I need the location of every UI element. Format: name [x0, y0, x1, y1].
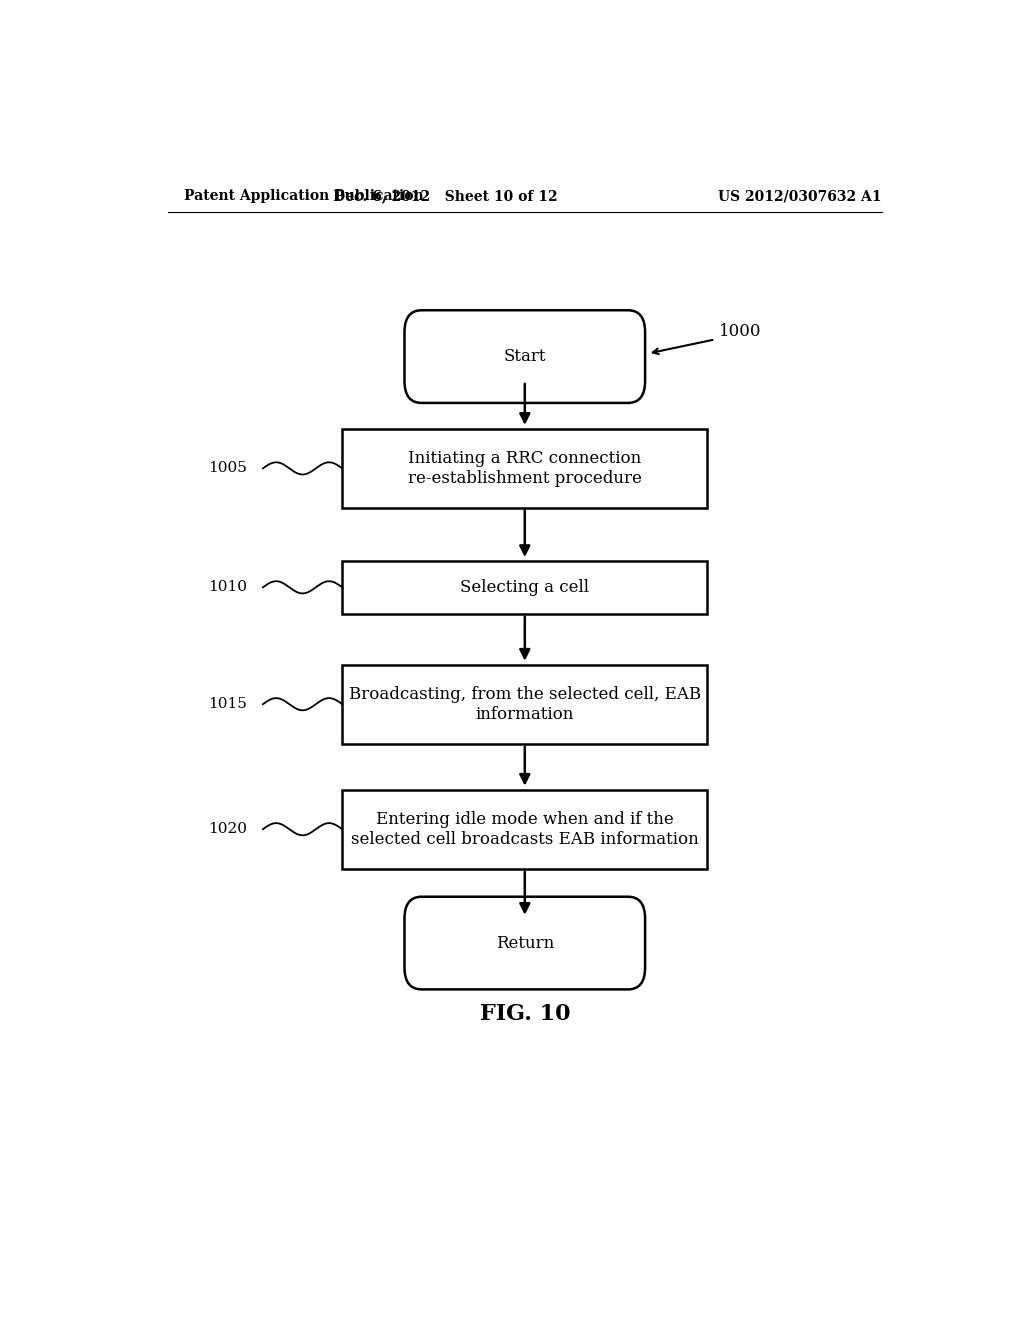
Bar — [342, 789, 708, 869]
Text: Broadcasting, from the selected cell, EAB
information: Broadcasting, from the selected cell, EA… — [349, 686, 700, 722]
Text: Selecting a cell: Selecting a cell — [461, 579, 589, 595]
Bar — [342, 429, 708, 508]
Text: Dec. 6, 2012   Sheet 10 of 12: Dec. 6, 2012 Sheet 10 of 12 — [333, 189, 558, 203]
Text: 1010: 1010 — [208, 581, 247, 594]
Text: 1020: 1020 — [208, 822, 247, 837]
Text: FIG. 10: FIG. 10 — [479, 1003, 570, 1026]
Text: Return: Return — [496, 935, 554, 952]
Text: Patent Application Publication: Patent Application Publication — [183, 189, 423, 203]
Bar — [342, 664, 708, 744]
Text: Start: Start — [504, 348, 546, 366]
Bar — [342, 561, 708, 614]
Text: 1015: 1015 — [208, 697, 247, 711]
Text: Initiating a RRC connection
re-establishment procedure: Initiating a RRC connection re-establish… — [408, 450, 642, 487]
Text: 1005: 1005 — [208, 462, 247, 475]
Text: 1000: 1000 — [719, 322, 762, 339]
Text: US 2012/0307632 A1: US 2012/0307632 A1 — [719, 189, 882, 203]
FancyBboxPatch shape — [404, 896, 645, 990]
Text: Entering idle mode when and if the
selected cell broadcasts EAB information: Entering idle mode when and if the selec… — [351, 810, 698, 847]
FancyBboxPatch shape — [404, 310, 645, 403]
